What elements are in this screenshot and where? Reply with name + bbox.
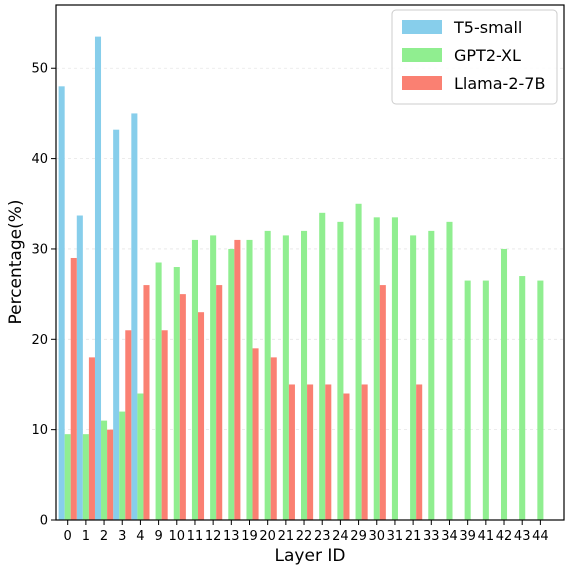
bar-gpt2-xl-25 <box>519 276 526 520</box>
bar-t5-small-0 <box>58 86 65 520</box>
x-tick-label: 1 <box>82 529 90 544</box>
x-tick-label: 24 <box>332 529 349 544</box>
bar-llama-2-7b-13 <box>307 384 314 520</box>
bar-gpt2-xl-12 <box>282 235 289 521</box>
x-tick-label: 23 <box>314 529 331 544</box>
bar-gpt2-xl-3 <box>119 411 126 520</box>
x-tick-label: 11 <box>187 529 204 544</box>
x-tick-label: 9 <box>154 529 162 544</box>
bar-gpt2-xl-17 <box>373 217 380 520</box>
legend: T5-small GPT2-XL Llama-2-7B <box>391 9 558 105</box>
bar-t5-small-4 <box>131 113 138 520</box>
legend-label: T5-small <box>453 18 522 37</box>
legend-label: Llama-2-7B <box>454 74 545 93</box>
bar-gpt2-xl-18 <box>391 217 398 520</box>
x-tick-label: 21 <box>278 529 295 544</box>
bar-llama-2-7b-10 <box>252 348 259 520</box>
x-tick-label: 4 <box>136 529 144 544</box>
legend-swatch <box>402 48 442 62</box>
y-tick-label: 10 <box>31 423 48 438</box>
bar-gpt2-xl-15 <box>337 221 344 520</box>
bar-gpt2-xl-2 <box>101 420 108 520</box>
bar-gpt2-xl-21 <box>446 221 453 520</box>
bar-gpt2-xl-14 <box>319 212 326 521</box>
bar-llama-2-7b-19 <box>416 384 423 520</box>
bar-llama-2-7b-3 <box>125 330 132 520</box>
x-tick-label: 41 <box>478 529 495 544</box>
x-tick-label: 34 <box>441 529 458 544</box>
bar-llama-2-7b-7 <box>197 312 205 520</box>
x-tick-label: 20 <box>259 529 276 544</box>
bar-llama-2-7b-2 <box>107 429 114 520</box>
bar-gpt2-xl-13 <box>301 230 308 520</box>
x-tick-label: 30 <box>368 529 385 544</box>
bar-llama-2-7b-4 <box>143 285 150 520</box>
x-tick-label: 13 <box>223 529 240 544</box>
bar-llama-2-7b-6 <box>179 294 186 520</box>
x-tick-label: 2 <box>100 529 108 544</box>
bar-gpt2-xl-23 <box>482 280 489 520</box>
bar-gpt2-xl-11 <box>264 230 271 520</box>
x-tick-label: 44 <box>532 529 549 544</box>
bar-gpt2-xl-8 <box>210 235 217 521</box>
bar-gpt2-xl-10 <box>246 239 253 520</box>
y-tick-label: 20 <box>31 333 48 348</box>
bar-llama-2-7b-0 <box>70 257 77 520</box>
x-tick-label: 33 <box>423 529 440 544</box>
x-tick-label: 0 <box>64 529 72 544</box>
y-tick-label: 40 <box>31 152 48 167</box>
x-tick-label: 12 <box>205 529 222 544</box>
bar-gpt2-xl-1 <box>82 434 89 520</box>
y-axis-title: Percentage(%) <box>6 199 26 324</box>
bar-gpt2-xl-22 <box>464 280 471 520</box>
bar-llama-2-7b-15 <box>343 393 350 520</box>
bar-gpt2-xl-7 <box>191 239 198 520</box>
x-axis-ticks: 0 1 2 3 4 9 10 11 12 13 19 20 21 22 23 24 29 30 31 21 33 34 39… <box>64 520 549 544</box>
bar-gpt2-xl-26 <box>537 280 544 520</box>
bar-gpt2-xl-20 <box>428 230 435 520</box>
bar-gpt2-xl-4 <box>137 393 144 520</box>
x-tick-label: 3 <box>118 529 126 544</box>
bar-t5-small-1 <box>76 215 83 520</box>
x-tick-label: 10 <box>169 529 186 544</box>
bar-gpt2-xl-5 <box>155 262 162 520</box>
bar-gpt2-xl-24 <box>500 248 508 520</box>
x-tick-label: 29 <box>350 529 367 544</box>
y-tick-label: 30 <box>31 242 48 257</box>
bar-llama-2-7b-14 <box>325 384 332 520</box>
bar-gpt2-xl-0 <box>64 434 71 520</box>
bar-llama-2-7b-17 <box>379 285 386 520</box>
legend-swatch <box>402 76 442 90</box>
x-tick-label: 42 <box>496 529 513 544</box>
plot-frame <box>55 4 565 521</box>
bar-gpt2-xl-19 <box>410 235 417 521</box>
y-tick-label: 50 <box>31 62 48 77</box>
bar-llama-2-7b-11 <box>270 357 277 520</box>
x-axis-title: Layer ID <box>275 546 346 566</box>
y-tick-label: 0 <box>40 514 48 529</box>
bar-llama-2-7b-1 <box>88 357 95 520</box>
bar-gpt2-xl-16 <box>355 203 362 521</box>
bar-llama-2-7b-5 <box>161 330 168 520</box>
x-tick-label: 19 <box>241 529 258 544</box>
x-tick-label: 43 <box>514 529 531 544</box>
bar-llama-2-7b-16 <box>361 384 368 520</box>
x-tick-label: 31 <box>387 529 404 544</box>
bar-gpt2-xl-6 <box>173 267 180 520</box>
bar-t5-small-3 <box>113 129 120 520</box>
x-tick-label: 22 <box>296 529 313 544</box>
bar-llama-2-7b-12 <box>288 384 295 520</box>
legend-swatch <box>402 20 442 34</box>
bar-llama-2-7b-9 <box>234 239 241 520</box>
x-tick-label: 21 <box>405 529 422 544</box>
bars <box>58 36 544 521</box>
y-axis-ticks: 0 10 20 30 40 50 <box>31 62 56 529</box>
bar-gpt2-xl-9 <box>228 248 235 520</box>
bar-llama-2-7b-8 <box>216 285 223 520</box>
x-tick-label: 39 <box>459 529 476 544</box>
bar-t5-small-2 <box>94 36 102 521</box>
legend-label: GPT2-XL <box>454 46 521 65</box>
